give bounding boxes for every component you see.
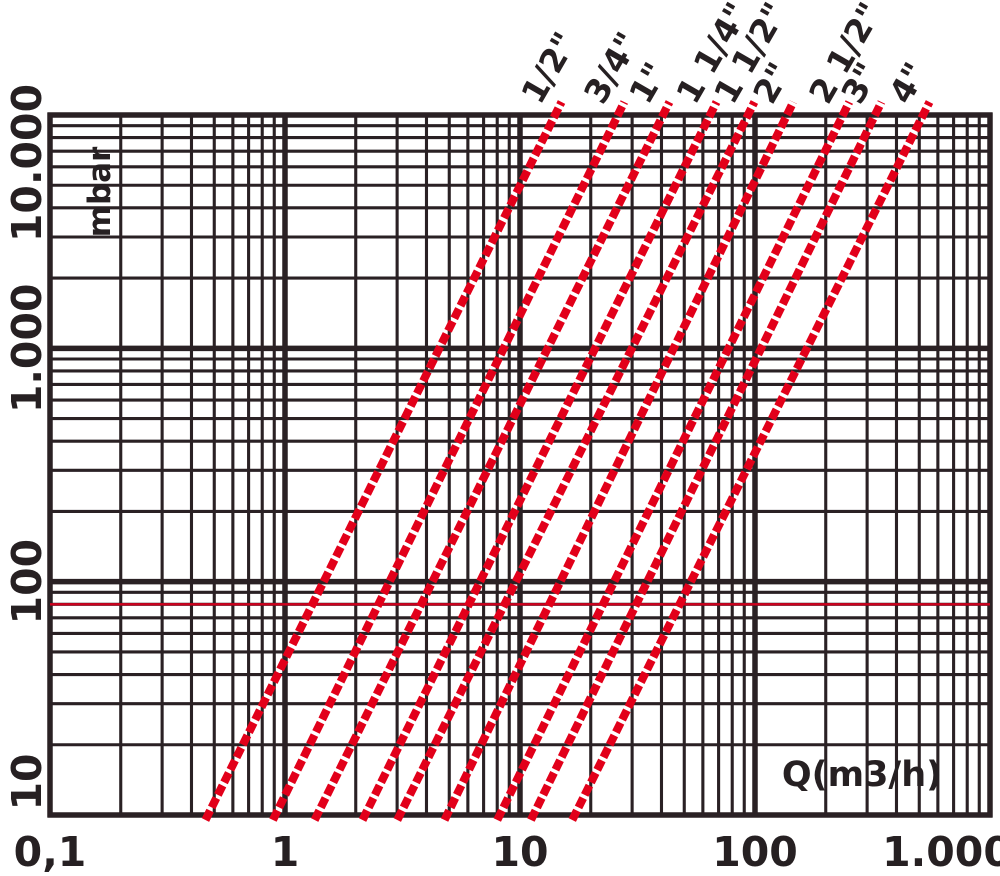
y-tick-label: 1.000 [3,283,51,413]
series-line-3 [358,100,721,822]
y-tick-label: 100 [3,539,51,625]
x-axis-title: Q(m3/h) [781,755,943,795]
y-tick-label: 10 [3,753,51,810]
series-line-2 [310,100,674,822]
series-line-4 [393,100,759,822]
series-line-7 [527,100,886,822]
series-label-0: 1/2" [513,25,584,110]
x-tick-label: 10 [491,828,548,876]
y-axis-title: mbar [82,146,118,238]
series-line-8 [568,100,934,822]
y-tick-label: 10.000 [3,84,51,242]
series-line-5 [440,100,797,822]
series-line-1 [269,100,628,822]
series-line-0 [201,100,566,822]
x-tick-label: 1 [271,828,300,876]
x-tick-label: 0,1 [14,828,87,876]
x-tick-label: 1.000 [882,828,1000,876]
series-line-6 [493,100,853,822]
x-tick-label: 100 [712,828,798,876]
